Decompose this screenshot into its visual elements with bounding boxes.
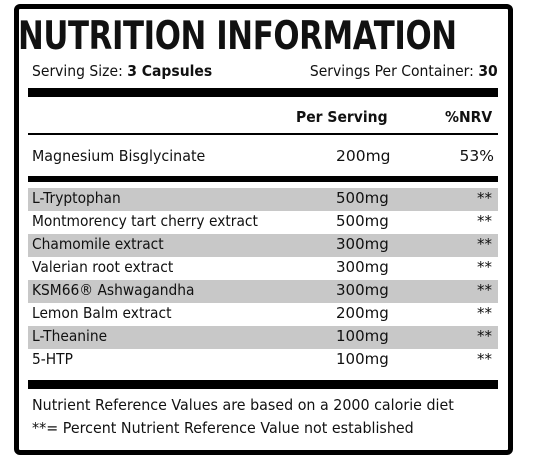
divider-mid (28, 176, 498, 182)
ingredient-name: L-Theanine (32, 327, 108, 345)
nutrition-panel (14, 4, 513, 455)
serving-size: Serving Size: 3 Capsules (32, 62, 212, 80)
ingredient-nrv: ** (477, 304, 492, 322)
ingredient-amount: 200mg (336, 147, 391, 165)
column-header-nrv: %NRV (445, 108, 493, 126)
ingredient-amount: 100mg (336, 327, 389, 345)
ingredient-name: Magnesium Bisglycinate (32, 147, 206, 165)
servings-per-container-label: Servings Per Container: (310, 62, 475, 80)
ingredient-nrv: ** (477, 350, 492, 368)
ingredient-row: L-Theanine 100mg ** (28, 326, 498, 349)
ingredient-amount: 500mg (336, 212, 389, 230)
ingredient-amount: 100mg (336, 350, 389, 368)
ingredient-name: Montmorency tart cherry extract (32, 212, 258, 230)
ingredient-row: L-Tryptophan 500mg ** (28, 188, 498, 211)
ingredient-row: 5-HTP 100mg ** (28, 349, 498, 372)
ingredient-nrv: 53% (459, 147, 494, 165)
ingredient-nrv: ** (477, 258, 492, 276)
magnesium-row: Magnesium Bisglycinate 200mg 53% (28, 146, 498, 170)
ingredient-amount: 300mg (336, 281, 389, 299)
ingredient-row: KSM66® Ashwagandha 300mg ** (28, 280, 498, 303)
ingredient-amount: 200mg (336, 304, 389, 322)
divider-thick (28, 380, 498, 389)
ingredient-nrv: ** (477, 235, 492, 253)
ingredient-row: Valerian root extract 300mg ** (28, 257, 498, 280)
ingredient-name: Valerian root extract (32, 258, 174, 276)
servings-per-container-value: 30 (478, 62, 498, 80)
serving-size-value: 3 Capsules (127, 62, 213, 80)
divider-thin (28, 133, 498, 135)
servings-per-container: Servings Per Container: 30 (310, 62, 498, 80)
ingredient-nrv: ** (477, 281, 492, 299)
footnote-not-established: **= Percent Nutrient Reference Value not… (32, 419, 414, 437)
ingredient-name: 5-HTP (32, 350, 73, 368)
ingredient-name: L-Tryptophan (32, 189, 121, 207)
ingredient-amount: 300mg (336, 258, 389, 276)
ingredient-name: Chamomile extract (32, 235, 164, 253)
ingredient-amount: 300mg (336, 235, 389, 253)
ingredient-row: Lemon Balm extract 200mg ** (28, 303, 498, 326)
serving-size-label: Serving Size: (32, 62, 123, 80)
ingredient-row: Montmorency tart cherry extract 500mg ** (28, 211, 498, 234)
ingredient-amount: 500mg (336, 189, 389, 207)
divider-thick (28, 88, 498, 97)
footnote-nrv-basis: Nutrient Reference Values are based on a… (32, 396, 454, 414)
ingredient-nrv: ** (477, 212, 492, 230)
ingredient-nrv: ** (477, 327, 492, 345)
ingredient-nrv: ** (477, 189, 492, 207)
ingredient-name: Lemon Balm extract (32, 304, 172, 322)
column-header-per-serving: Per Serving (296, 108, 388, 126)
panel-title: NUTRITION INFORMATION (18, 14, 457, 59)
ingredient-row: Chamomile extract 300mg ** (28, 234, 498, 257)
ingredient-name: KSM66® Ashwagandha (32, 281, 195, 299)
